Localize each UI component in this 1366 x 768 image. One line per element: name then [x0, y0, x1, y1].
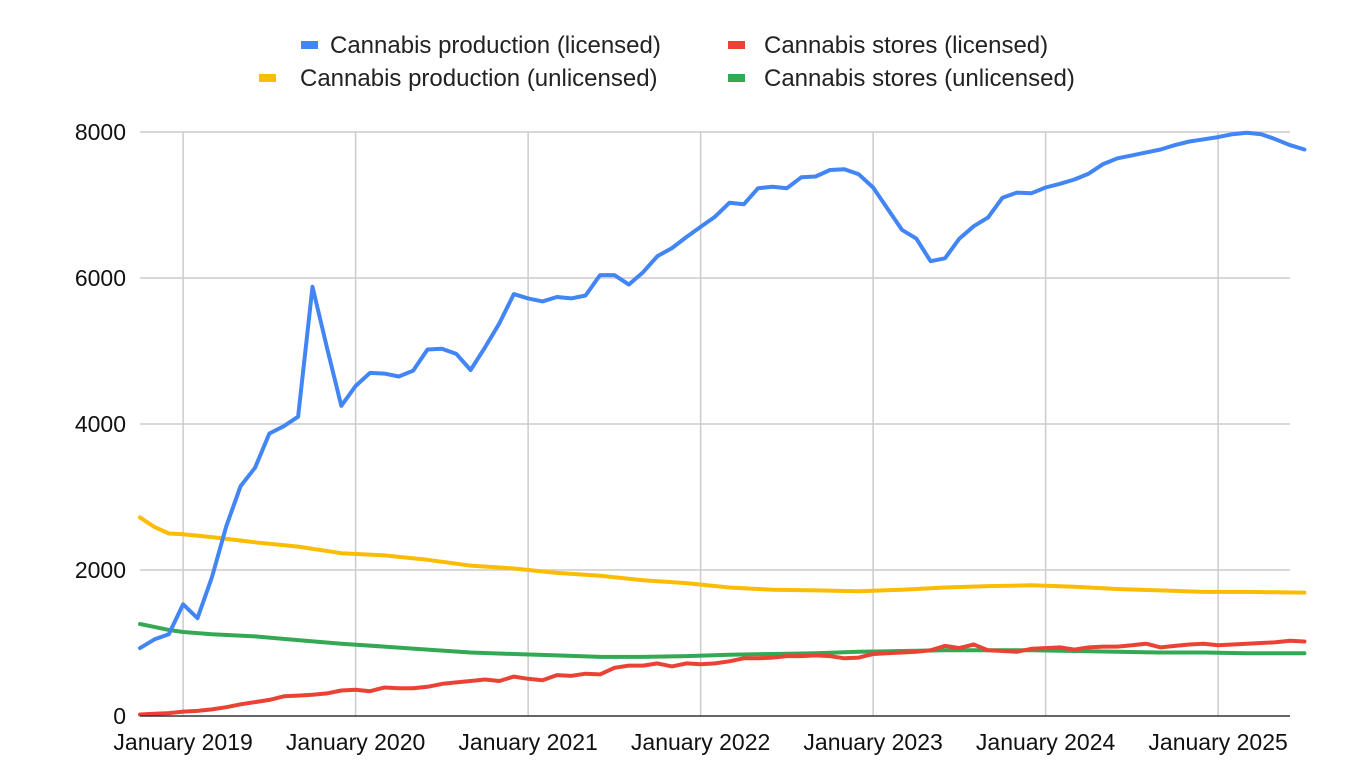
series-lines [138, 130, 1307, 717]
legend-item-production-licensed[interactable]: Cannabis production (licensed) [301, 32, 661, 59]
x-tick-label: January 2023 [803, 729, 942, 755]
legend-label-stores-licensed: Cannabis stores (licensed) [764, 32, 1048, 59]
y-tick-label: 0 [113, 703, 126, 729]
legend-swatch-production-licensed [301, 41, 318, 49]
y-tick-label: 2000 [75, 557, 126, 583]
legend-label-stores-unlicensed: Cannabis stores (unlicensed) [764, 65, 1075, 92]
series-line-cannabis-production-unlicensed[interactable] [138, 515, 1307, 595]
legend-item-stores-licensed[interactable]: Cannabis stores (licensed) [728, 32, 1048, 59]
series-line-cannabis-stores-unlicensed[interactable] [138, 622, 1307, 659]
legend-item-stores-unlicensed[interactable]: Cannabis stores (unlicensed) [728, 65, 1075, 92]
legend-swatch-stores-licensed [728, 41, 745, 49]
legend: Cannabis production (licensed) Cannabis … [259, 32, 1075, 92]
y-tick-label: 4000 [75, 411, 126, 437]
x-tick-label: January 2021 [458, 729, 597, 755]
x-tick-label: January 2020 [286, 729, 425, 755]
x-tick-label: January 2022 [631, 729, 770, 755]
legend-label-production-unlicensed: Cannabis production (unlicensed) [300, 65, 658, 92]
y-tick-label: 8000 [75, 119, 126, 145]
y-tick-label: 6000 [75, 265, 126, 291]
gridlines [140, 131, 1290, 716]
legend-label-production-licensed: Cannabis production (licensed) [330, 32, 661, 59]
series-line-cannabis-stores-licensed[interactable] [138, 638, 1307, 717]
x-tick-label: January 2024 [976, 729, 1116, 755]
series-line-cannabis-production-licensed[interactable] [138, 130, 1307, 651]
legend-swatch-production-unlicensed [259, 74, 276, 82]
legend-item-production-unlicensed[interactable]: Cannabis production (unlicensed) [259, 65, 658, 92]
legend-swatch-stores-unlicensed [728, 74, 745, 82]
x-tick-label: January 2025 [1148, 729, 1287, 755]
x-tick-label: January 2019 [113, 729, 252, 755]
axes: 0 2000 4000 6000 8000 January 2019 January 202… [75, 119, 1290, 755]
